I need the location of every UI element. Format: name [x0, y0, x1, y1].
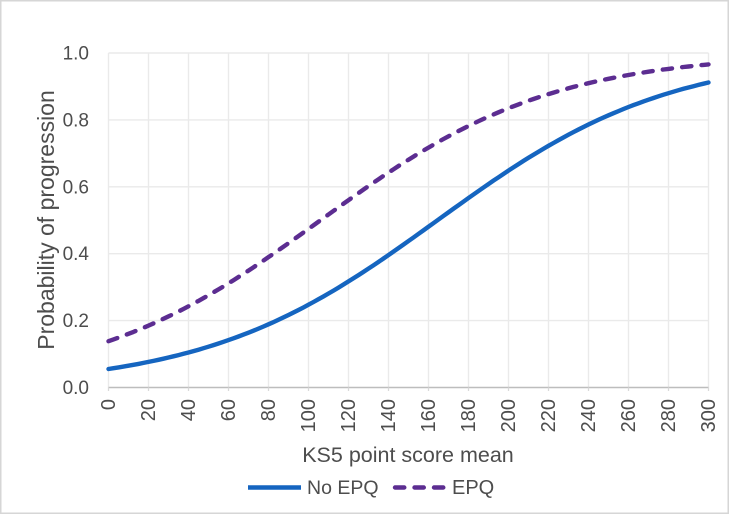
svg-text:180: 180 — [458, 399, 480, 432]
svg-text:160: 160 — [418, 399, 440, 432]
svg-text:260: 260 — [618, 399, 640, 432]
svg-text:No EPQ: No EPQ — [307, 477, 379, 499]
svg-text:200: 200 — [498, 399, 520, 432]
svg-text:300: 300 — [698, 399, 720, 432]
svg-text:0: 0 — [98, 399, 120, 410]
svg-text:KS5 point score mean: KS5 point score mean — [302, 443, 514, 467]
svg-text:0.0: 0.0 — [63, 378, 89, 399]
svg-text:0.8: 0.8 — [63, 110, 89, 131]
svg-text:0.4: 0.4 — [63, 244, 90, 265]
svg-text:140: 140 — [378, 399, 400, 432]
svg-text:80: 80 — [258, 399, 280, 421]
svg-text:0.2: 0.2 — [63, 311, 89, 332]
svg-text:1.0: 1.0 — [63, 44, 89, 65]
svg-text:280: 280 — [658, 399, 680, 432]
svg-text:120: 120 — [338, 399, 360, 432]
svg-text:240: 240 — [578, 399, 600, 432]
svg-text:20: 20 — [138, 399, 160, 421]
svg-text:220: 220 — [538, 399, 560, 432]
svg-text:0.6: 0.6 — [63, 177, 89, 198]
svg-text:60: 60 — [218, 399, 240, 421]
svg-text:EPQ: EPQ — [452, 477, 494, 499]
svg-text:100: 100 — [298, 399, 320, 432]
svg-text:Probability of progression: Probability of progression — [33, 90, 59, 350]
svg-text:40: 40 — [178, 399, 200, 421]
